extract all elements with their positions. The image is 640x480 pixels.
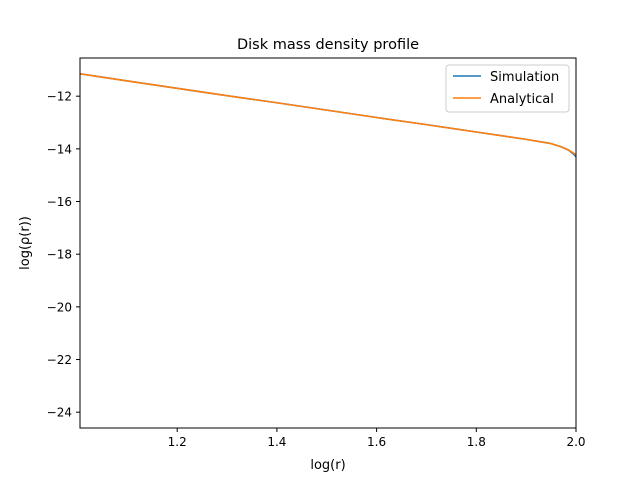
x-tick-label: 1.2 [168,435,187,449]
chart-title: Disk mass density profile [237,37,419,53]
y-tick-label: −12 [47,90,72,104]
series-line-analytical [80,72,576,157]
y-tick-label: −14 [47,142,72,156]
series-layer [80,72,576,158]
y-axis-label: log(ρ(r)) [18,216,33,270]
x-axis-label: log(r) [310,458,345,473]
x-tick-label: 1.6 [367,435,386,449]
x-axis: 1.2 1.4 1.6 1.8 2.0 [168,428,586,449]
y-tick-label: −18 [47,248,72,262]
legend-label-simulation: Simulation [490,70,559,85]
x-tick-label: 2.0 [566,435,585,449]
y-tick-label: −22 [47,353,72,367]
legend: Simulation Analytical [445,64,570,113]
x-tick-label: 1.8 [467,435,486,449]
y-tick-label: −16 [47,195,72,209]
legend-label-analytical: Analytical [490,92,554,107]
y-axis: −12 −14 −16 −18 −20 −22 −24 [47,90,80,420]
plot-area [79,57,577,429]
y-tick-label: −24 [47,406,72,420]
x-tick-label: 1.4 [267,435,286,449]
y-tick-label: −20 [47,300,72,314]
axes-frame [79,57,577,429]
